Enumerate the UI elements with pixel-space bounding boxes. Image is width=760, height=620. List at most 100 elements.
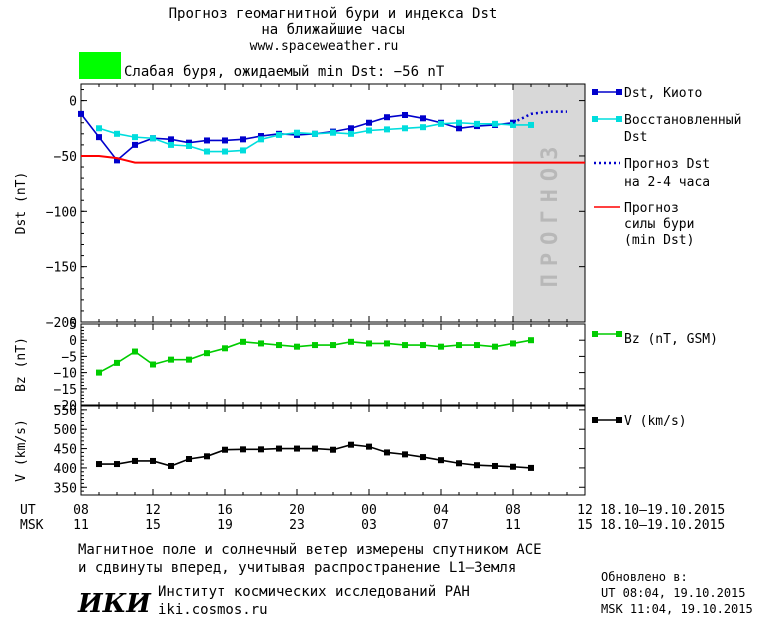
legend-marker — [592, 89, 598, 95]
legend-marker — [592, 116, 598, 122]
legend-forecast-2: на 2-4 часа — [624, 175, 710, 190]
y-tick-label: −50 — [54, 150, 77, 165]
data-point — [114, 157, 120, 164]
data-point — [114, 359, 120, 366]
y-tick-label: −5 — [61, 350, 77, 365]
data-point — [474, 342, 480, 349]
data-point — [366, 443, 372, 450]
legend-marker — [592, 331, 598, 337]
chart-title: Прогноз геомагнитной бури и индекса Dst — [169, 6, 498, 22]
plot-frame — [80, 323, 586, 406]
data-point — [276, 342, 282, 349]
y-axis-label: Dst (nT) — [14, 172, 29, 235]
data-point — [204, 137, 210, 144]
data-point — [276, 131, 282, 138]
data-point — [294, 343, 300, 350]
data-point — [294, 445, 300, 452]
legend-marker — [616, 417, 622, 423]
status-color-swatch — [79, 52, 121, 79]
data-point — [510, 340, 516, 347]
data-point — [222, 345, 228, 352]
ut-tick-label: 12 — [577, 503, 593, 518]
data-point — [348, 338, 354, 345]
data-point — [96, 369, 102, 376]
data-point — [402, 111, 408, 118]
series-line — [81, 154, 585, 164]
data-point — [330, 342, 336, 349]
legend-v: V (km/s) — [624, 414, 687, 429]
data-point — [132, 348, 138, 355]
legend-marker — [592, 417, 598, 423]
data-point — [168, 136, 174, 143]
data-point — [186, 142, 192, 149]
msk-tick-label: 11 — [73, 518, 89, 533]
instrument-note: Магнитное поле и солнечный ветер измерен… — [78, 542, 542, 558]
data-point — [258, 136, 264, 143]
ut-label: UT — [20, 503, 36, 518]
y-tick-label: −100 — [46, 205, 77, 220]
data-point — [402, 342, 408, 349]
data-point — [132, 141, 138, 148]
data-point — [510, 463, 516, 470]
msk-tick-label: 15 — [145, 518, 161, 533]
updated-msk: MSK 11:04, 19.10.2015 — [601, 602, 753, 616]
msk-tick-label: 15 — [577, 518, 593, 533]
legend-storm-3: (min Dst) — [624, 233, 694, 248]
legend-bz: Bz (nT, GSM) — [624, 332, 718, 347]
data-point — [402, 125, 408, 132]
plot-frame — [80, 83, 586, 323]
institute-name: Институт космических исследований РАН — [158, 584, 470, 600]
data-point — [168, 356, 174, 363]
data-point — [474, 462, 480, 469]
ut-tick-label: 08 — [505, 503, 521, 518]
y-tick-label: 350 — [54, 481, 77, 496]
website-link: www.spaceweather.ru — [250, 39, 399, 54]
data-point — [96, 125, 102, 132]
legend-marker — [616, 116, 622, 122]
data-point — [456, 119, 462, 126]
data-point — [150, 135, 156, 142]
y-tick-label: 450 — [54, 443, 77, 458]
legend-marker — [616, 89, 622, 95]
legend-dst-kyoto: Dst, Киото — [624, 86, 702, 101]
data-point — [96, 461, 102, 468]
data-point — [204, 148, 210, 155]
msk-tick-label: 07 — [433, 518, 449, 533]
legend-restored-2: Dst — [624, 130, 647, 145]
legend-forecast: Прогноз Dst — [624, 157, 710, 172]
data-point — [312, 130, 318, 137]
data-point — [348, 125, 354, 132]
y-tick-label: −15 — [54, 383, 77, 398]
data-point — [366, 127, 372, 134]
y-tick-label: 0 — [69, 334, 77, 349]
series-line — [512, 110, 567, 124]
data-point — [258, 446, 264, 453]
msk-tick-label: 19 — [217, 518, 233, 533]
ut-date-range: 18.10–19.10.2015 — [600, 503, 725, 518]
y-axis-label: Bz (nT) — [14, 337, 29, 392]
data-point — [150, 361, 156, 368]
chart-title-line2: на ближайшие часы — [261, 22, 404, 38]
data-point — [348, 441, 354, 448]
data-point — [528, 337, 534, 344]
data-point — [384, 126, 390, 133]
legend-storm: Прогноз — [624, 201, 679, 216]
data-point — [78, 110, 84, 117]
data-point — [222, 148, 228, 155]
msk-tick-label: 23 — [289, 518, 305, 533]
y-tick-label: −200 — [46, 316, 77, 331]
data-point — [240, 338, 246, 345]
data-point — [366, 340, 372, 347]
data-point — [510, 121, 516, 128]
forecast-band-label: ПРОГНОЗ — [538, 139, 563, 288]
data-point — [114, 461, 120, 468]
data-point — [204, 453, 210, 460]
ut-tick-label: 16 — [217, 503, 233, 518]
data-point — [168, 462, 174, 469]
instrument-note-2: и сдвинуты вперед, учитывая распростране… — [78, 560, 516, 576]
data-point — [330, 129, 336, 136]
data-point — [366, 119, 372, 126]
y-tick-label: −150 — [46, 261, 77, 276]
data-point — [168, 141, 174, 148]
data-point — [384, 340, 390, 347]
